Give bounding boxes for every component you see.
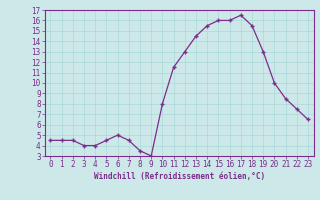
X-axis label: Windchill (Refroidissement éolien,°C): Windchill (Refroidissement éolien,°C): [94, 172, 265, 181]
